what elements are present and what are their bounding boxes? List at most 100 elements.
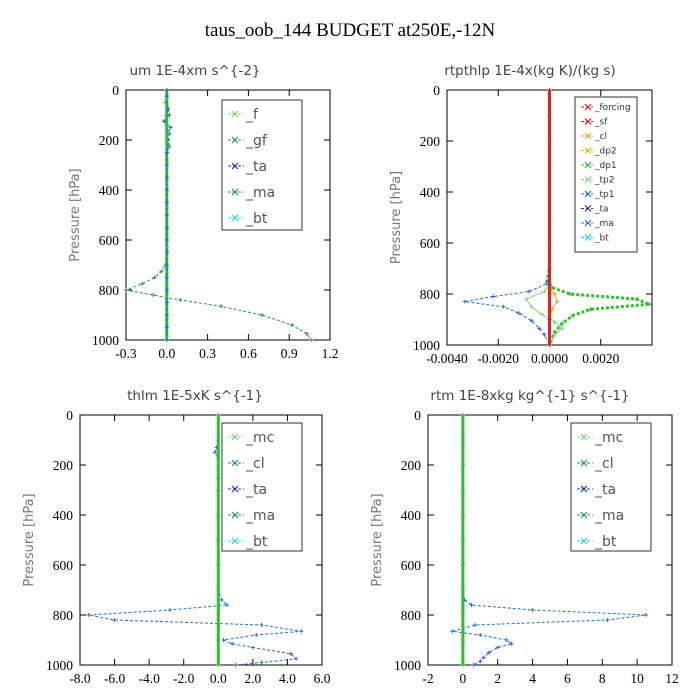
data-point (164, 275, 169, 280)
data-point (460, 513, 465, 517)
data-point (460, 563, 465, 567)
data-point (164, 313, 169, 317)
x-tick-label: 0.3 (199, 346, 216, 361)
data-point (216, 438, 221, 442)
panel-title: thlm 1E-5xK s^{-1} (127, 388, 263, 404)
y-tick-label: 800 (99, 283, 120, 298)
panel-title: rtm 1E-8xkg kg^{-1} s^{-1} (430, 388, 629, 404)
x-tick-label: -0.0040 (426, 351, 468, 366)
data-point (547, 266, 552, 271)
y-axis-label: Pressure [hPa] (370, 493, 385, 586)
y-tick-label: 1000 (46, 658, 73, 673)
legend-entry: _bt (594, 534, 617, 550)
data-point (164, 263, 169, 267)
legend-entry: _tp2 (594, 176, 614, 186)
x-tick-label: 1.2 (322, 346, 339, 361)
data-point (588, 307, 593, 312)
legend-swatch-marker (231, 485, 239, 493)
x-tick-label: 2 (494, 671, 501, 686)
data-point (647, 302, 652, 307)
legend-entry: _tp1 (594, 190, 614, 200)
legend-entry: _mc (594, 430, 623, 446)
y-tick-label: 1000 (92, 333, 119, 348)
data-point (164, 200, 169, 205)
legend-entry: _ma (594, 508, 624, 524)
data-point (166, 106, 171, 111)
x-tick-label: 12 (665, 671, 679, 686)
panel-title: rtpthlp 1E-4x(kg K)/(kg s) (444, 63, 615, 79)
panel-1: um 1E-4xm s^{-2} Pressure [hPa] -0.3 0.0 0.3… (68, 63, 338, 361)
data-point (552, 332, 557, 337)
y-tick-label: 600 (401, 558, 422, 573)
data-point (164, 175, 169, 180)
data-point (250, 645, 255, 650)
y-tick-label: 0 (433, 83, 440, 98)
plot-frame (125, 89, 331, 341)
legend-swatch-marker (231, 110, 239, 118)
x-tick-label: 4.0 (279, 671, 296, 686)
legend-entry: _cl (245, 456, 265, 472)
data-point (539, 312, 544, 317)
x-tick-label: 0.9 (281, 346, 298, 361)
data-point (164, 238, 169, 242)
data-point (164, 300, 169, 305)
legend-entry: _ma (245, 185, 275, 201)
y-tick-label: 200 (420, 134, 441, 149)
legend-swatch-marker (584, 103, 592, 111)
legend-swatch-marker (580, 537, 588, 545)
data-point (164, 250, 169, 255)
legend: _f _gf _ta _ma _bt (221, 99, 303, 231)
legend-swatch-marker (231, 136, 239, 144)
data-point (259, 623, 264, 627)
data-point (294, 656, 299, 661)
panel-4: rtm 1E-8xkg kg^{-1} s^{-1} Pressure [hPa]… (370, 388, 679, 686)
x-tick-label: -0.0020 (477, 351, 519, 366)
x-tick-label: 0.0020 (582, 351, 619, 366)
legend-entry: _dp2 (594, 147, 617, 157)
data-point (450, 629, 455, 634)
legend-swatch-marker (231, 459, 239, 467)
data-point (216, 663, 221, 667)
data-point (478, 659, 483, 664)
x-tick-label: 8 (599, 671, 606, 686)
data-point (216, 563, 221, 567)
data-point (152, 275, 157, 280)
data-point (560, 321, 565, 326)
data-point (460, 413, 465, 417)
y-tick-label: 400 (420, 185, 441, 200)
data-point (547, 164, 552, 169)
legend: _mc _cl _ta _ma _bt (221, 422, 303, 552)
panel-3: thlm 1E-5xK s^{-1} Pressure [hPa] -8.0 -6.0… (22, 388, 331, 686)
data-point (524, 297, 529, 302)
y-tick-label: 400 (99, 183, 120, 198)
data-point (164, 213, 169, 217)
data-point (542, 289, 547, 294)
legend-swatch-marker (231, 214, 239, 222)
data-point (164, 338, 169, 342)
legend-entry: _ma (245, 508, 275, 524)
data-point (140, 281, 145, 286)
y-tick-label: 0 (112, 83, 119, 98)
y-tick-label: 600 (53, 558, 74, 573)
x-tick-label: 6.0 (314, 671, 331, 686)
legend-swatch-marker (584, 234, 592, 241)
series-line (464, 90, 550, 346)
data-point (221, 638, 226, 642)
x-tick-label: 6 (564, 671, 571, 686)
y-tick-label: 800 (420, 287, 441, 302)
legend-swatch-marker (584, 161, 592, 169)
y-axis-label: Pressure [hPa] (68, 168, 83, 261)
x-tick-label: -8.0 (69, 671, 91, 686)
legend: _mc _cl _ta _ma _bt (570, 422, 652, 552)
x-tick-label: 0.6 (240, 346, 257, 361)
data-point (164, 188, 169, 192)
data-point (164, 288, 169, 292)
data-point (216, 488, 221, 492)
y-tick-label: 0 (66, 408, 73, 423)
legend-swatch-marker (584, 176, 592, 183)
data-point (547, 190, 552, 194)
data-point (460, 638, 465, 642)
data-point (547, 113, 552, 118)
data-point (460, 613, 465, 617)
data-point (216, 613, 221, 617)
